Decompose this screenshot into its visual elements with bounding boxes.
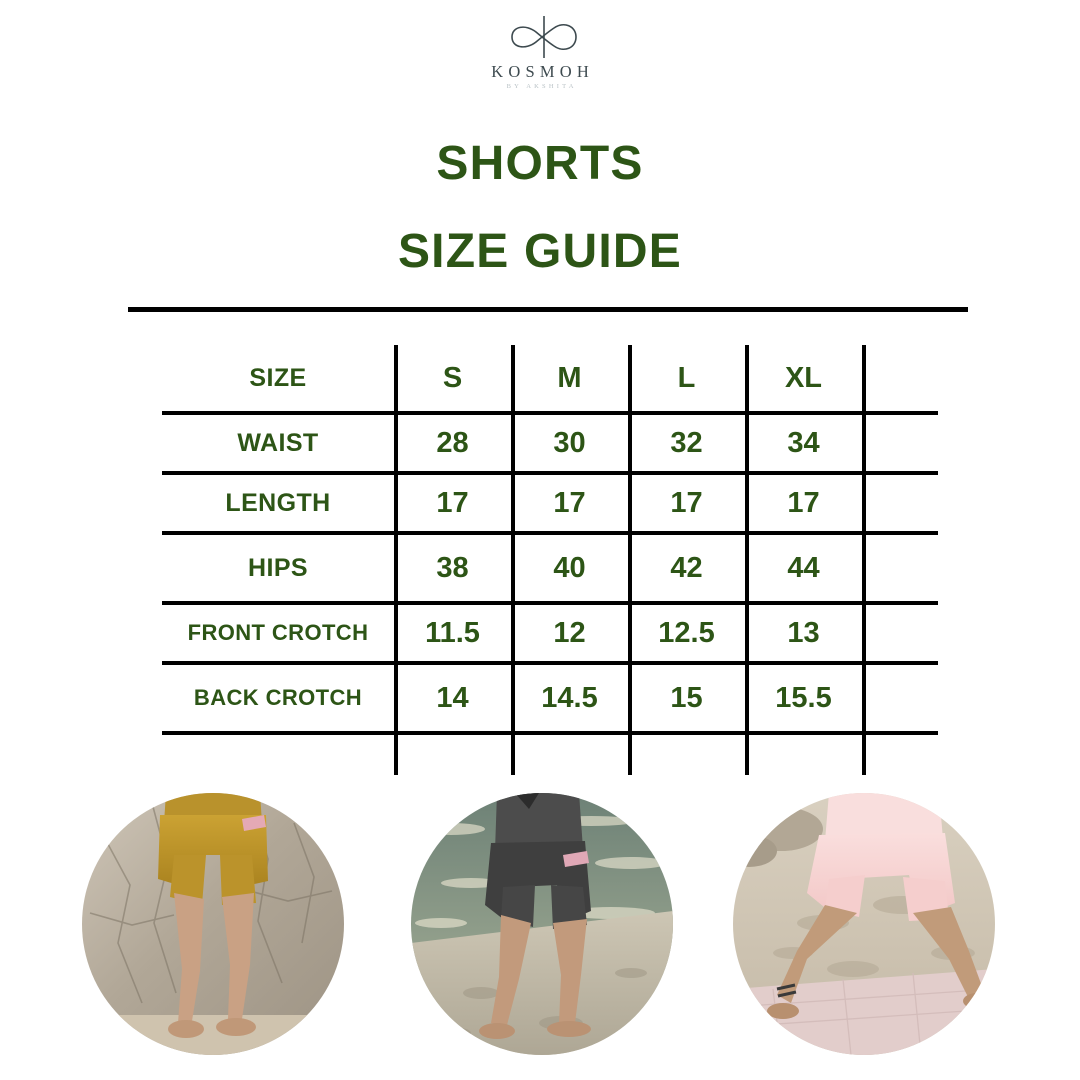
column-header-m: M (557, 361, 582, 394)
title-line-2: SIZE GUIDE (397, 225, 683, 278)
cell-value: 40 (553, 551, 586, 584)
header-divider (128, 307, 968, 312)
cell-empty (862, 605, 938, 661)
column-header-size: SIZE (249, 363, 307, 392)
infinity-logo-icon (511, 16, 577, 58)
cell-value: 38 (436, 551, 469, 584)
cell-value: 17 (670, 486, 703, 519)
cell-value (628, 735, 745, 775)
page-title: SHORTS SIZE GUIDE (0, 140, 1080, 276)
table-column-divider (394, 345, 398, 775)
cell-value: 15.5 (775, 681, 832, 714)
title-line-1: SHORTS (436, 137, 644, 190)
column-header-s: S (442, 361, 463, 394)
cell-value: 14.5 (541, 681, 598, 714)
table-row: BACK CROTCH 14 14.5 15 15.5 (162, 665, 938, 731)
table-row: HIPS 38 40 42 44 (162, 535, 938, 601)
brand-logo: KOSMOH BY AKSHITA (0, 14, 1080, 90)
table-column-divider (862, 345, 866, 775)
row-label: HIPS (248, 553, 308, 582)
cell-value: 12.5 (658, 616, 715, 649)
table-row-divider (162, 661, 938, 665)
cell-empty (862, 415, 938, 471)
row-label: BACK CROTCH (193, 685, 363, 710)
brand-name: KOSMOH (491, 62, 594, 81)
cell-empty (862, 535, 938, 601)
table-row-divider (162, 601, 938, 605)
cell-value: 32 (670, 426, 703, 459)
photo-charcoal-shorts-beach (411, 793, 673, 1055)
cell-value: 17 (436, 486, 469, 519)
cell-empty (862, 345, 938, 411)
table-row: LENGTH 17 17 17 17 (162, 475, 938, 531)
cell-value (394, 735, 511, 775)
cell-empty (862, 735, 938, 775)
cell-value (511, 735, 628, 775)
table-row-divider (162, 471, 938, 475)
photo-mustard-shorts-rock (82, 793, 344, 1055)
table-column-divider (628, 345, 632, 775)
cell-value: 28 (436, 426, 469, 459)
table-row-divider (162, 731, 938, 735)
row-label (162, 735, 394, 775)
cell-value: 11.5 (425, 616, 480, 649)
photo-gallery (0, 793, 1080, 1080)
size-chart-grid: SIZE S M L XL WAIST 28 30 32 34 LENGTH 17 17 17 17 HIPS… (162, 345, 938, 775)
table-column-divider (511, 345, 515, 775)
cell-value: 44 (787, 551, 820, 584)
cell-value (745, 735, 862, 775)
cell-value: 34 (787, 426, 820, 459)
table-header-row: SIZE S M L XL (162, 345, 938, 411)
table-row-divider (162, 411, 938, 415)
table-column-divider (745, 345, 749, 775)
cell-value: 13 (787, 616, 820, 649)
cell-value: 15 (670, 681, 703, 714)
cell-value: 14 (436, 681, 469, 714)
cell-empty (862, 665, 938, 731)
cell-value: 12 (553, 616, 586, 649)
table-row: WAIST 28 30 32 34 (162, 415, 938, 471)
size-chart-table: SIZE S M L XL WAIST 28 30 32 34 LENGTH 17 17 17 17 HIPS… (162, 345, 938, 775)
photo-pink-shorts-sand (733, 793, 995, 1055)
cell-value: 17 (787, 486, 820, 519)
cell-value: 42 (670, 551, 703, 584)
table-row-divider (162, 531, 938, 535)
cell-empty (862, 475, 938, 531)
brand-tagline: BY AKSHITA (506, 83, 577, 91)
row-label: LENGTH (225, 488, 331, 517)
table-row: FRONT CROTCH 11.5 12 12.5 13 (162, 605, 938, 661)
column-header-l: L (677, 361, 696, 394)
row-label: FRONT CROTCH (187, 620, 369, 645)
cell-value: 17 (553, 486, 586, 519)
column-header-xl: XL (784, 361, 823, 394)
cell-value: 30 (553, 426, 586, 459)
row-label: WAIST (237, 428, 319, 457)
table-row (162, 735, 938, 775)
